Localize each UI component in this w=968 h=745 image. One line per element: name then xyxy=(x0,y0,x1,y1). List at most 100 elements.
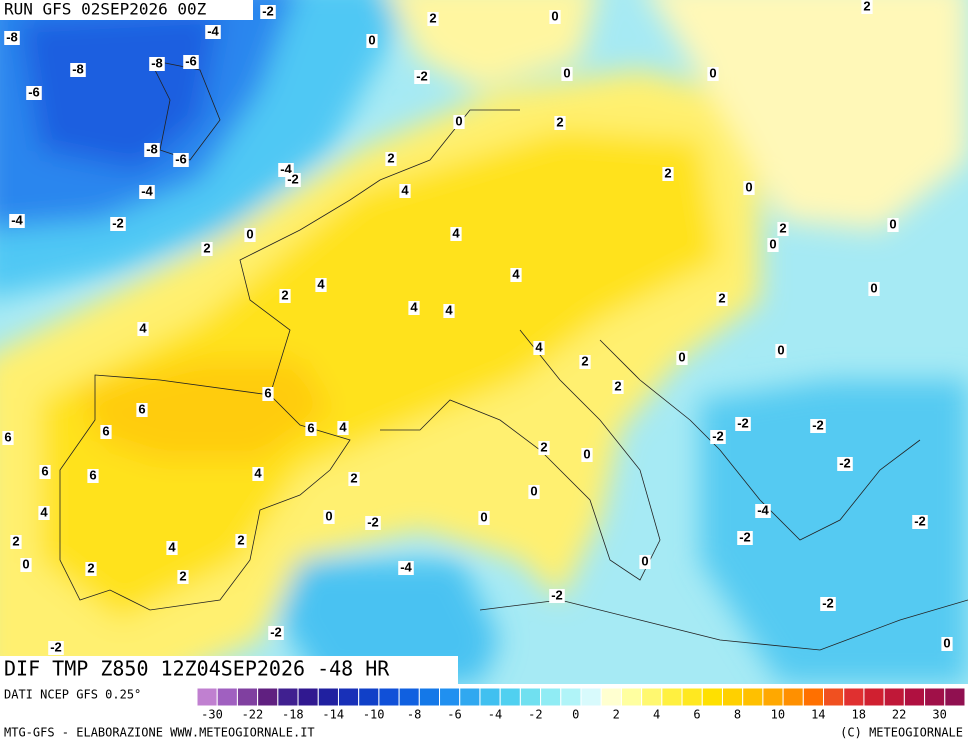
label-background xyxy=(149,57,165,71)
label-background xyxy=(581,448,593,462)
label-background xyxy=(9,214,25,228)
contour-label: 6 xyxy=(264,385,271,400)
contour-label: -2 xyxy=(367,514,379,529)
colorbar-swatch xyxy=(439,687,461,707)
contour-label: -2 xyxy=(287,171,299,186)
contour-label: 0 xyxy=(455,113,462,128)
contour-label: -8 xyxy=(146,141,158,156)
label-background xyxy=(173,153,189,167)
label-background xyxy=(549,589,565,603)
colorbar-swatch xyxy=(499,687,521,707)
label-background xyxy=(579,355,591,369)
contour-label: 2 xyxy=(429,10,436,25)
contour-label: 4 xyxy=(401,182,409,197)
label-background xyxy=(166,541,178,555)
label-background xyxy=(561,67,573,81)
colorbar-swatch xyxy=(236,687,259,707)
label-background xyxy=(260,5,276,19)
label-background xyxy=(478,511,490,525)
label-background xyxy=(408,301,420,315)
label-background xyxy=(20,558,32,572)
contour-label: 2 xyxy=(863,0,870,13)
colorbar-swatch xyxy=(257,687,279,707)
label-background xyxy=(177,570,189,584)
coastline xyxy=(599,339,921,541)
contour-label: 0 xyxy=(563,65,570,80)
colorbar-swatch xyxy=(378,687,400,707)
cold-region xyxy=(20,10,220,170)
label-background xyxy=(139,185,155,199)
contour-label: 0 xyxy=(943,635,950,650)
label-background xyxy=(201,242,213,256)
contour-label: 0 xyxy=(551,8,558,23)
contour-label: 2 xyxy=(718,290,725,305)
label-background xyxy=(279,289,291,303)
contour-label: 6 xyxy=(41,463,48,478)
colorbar-swatch xyxy=(600,687,622,707)
contour-label: 2 xyxy=(581,353,588,368)
contour-label: 2 xyxy=(540,439,547,454)
contour-label: -2 xyxy=(839,455,851,470)
contour-label: 2 xyxy=(12,533,19,548)
colorbar-swatch xyxy=(297,687,319,707)
contour-label: 6 xyxy=(102,423,109,438)
label-background xyxy=(743,181,755,195)
contour-label: 0 xyxy=(777,342,784,357)
colorbar-swatch xyxy=(641,687,663,707)
colorbar-swatch xyxy=(903,687,926,707)
label-background xyxy=(737,531,753,545)
colorbar-swatch xyxy=(580,687,602,707)
label-background xyxy=(533,341,545,355)
label-background xyxy=(662,167,674,181)
contour-label: 4 xyxy=(512,266,520,281)
temperature-field xyxy=(0,0,968,684)
colorbar-tick-label: -30 xyxy=(201,708,223,722)
contour-label: -2 xyxy=(739,529,751,544)
contour-label: -4 xyxy=(280,161,292,176)
label-background xyxy=(323,510,335,524)
colorbar-tick-label: 2 xyxy=(613,708,620,722)
map-title: DIF TMP Z850 12Z04SEP2026 -48 HR xyxy=(4,657,390,681)
contour-label: -4 xyxy=(11,212,23,227)
colorbar-tick-label: 10 xyxy=(771,708,785,722)
contour-label: 4 xyxy=(535,339,543,354)
label-background xyxy=(941,637,953,651)
colorbar-swatch xyxy=(540,687,562,707)
colorbar-swatch xyxy=(418,687,441,707)
contour-label: 2 xyxy=(237,532,244,547)
label-background xyxy=(137,322,149,336)
colorbar-swatch xyxy=(277,687,299,707)
map xyxy=(0,0,968,684)
colorbar: -30 -22 -18 -14 -10 -8 -6 -4 -2 0 2 4 6 8 10 14 18 22 30 xyxy=(196,687,966,722)
contour-label: 0 xyxy=(745,179,752,194)
label-background xyxy=(305,422,317,436)
contour-label: -4 xyxy=(207,23,219,38)
label-background xyxy=(110,217,126,231)
contour-label: -6 xyxy=(185,53,197,68)
label-background xyxy=(366,34,378,48)
contour-label: 4 xyxy=(139,320,147,335)
colorbar-tick-label: 30 xyxy=(932,708,946,722)
coastline xyxy=(239,109,520,396)
label-background xyxy=(85,562,97,576)
label-background xyxy=(38,506,50,520)
cool-region xyxy=(280,560,500,684)
colorbar-swatch xyxy=(802,687,825,707)
label-background xyxy=(549,10,561,24)
colorbar-swatch xyxy=(337,687,360,707)
contour-label: -2 xyxy=(262,3,274,18)
header-box xyxy=(0,0,253,20)
label-background xyxy=(235,534,247,548)
colorbar-swatch xyxy=(358,687,380,707)
label-background xyxy=(510,268,522,282)
colorbar-tick-label: -6 xyxy=(447,708,461,722)
source-label: DATI NCEP GFS 0.25° xyxy=(4,688,141,702)
contour-label: 2 xyxy=(614,378,621,393)
label-background xyxy=(707,67,719,81)
contour-label: 0 xyxy=(889,216,896,231)
contour-label: 4 xyxy=(254,465,262,480)
colorbar-swatch xyxy=(721,687,744,707)
colorbar-swatch xyxy=(742,687,764,707)
label-background xyxy=(868,282,880,296)
contour-labels: -2 2 02-8 -40-8 -8 -6-2 0 0-60 2-8-6-4-222-4 4 0-4… xyxy=(2,0,953,655)
